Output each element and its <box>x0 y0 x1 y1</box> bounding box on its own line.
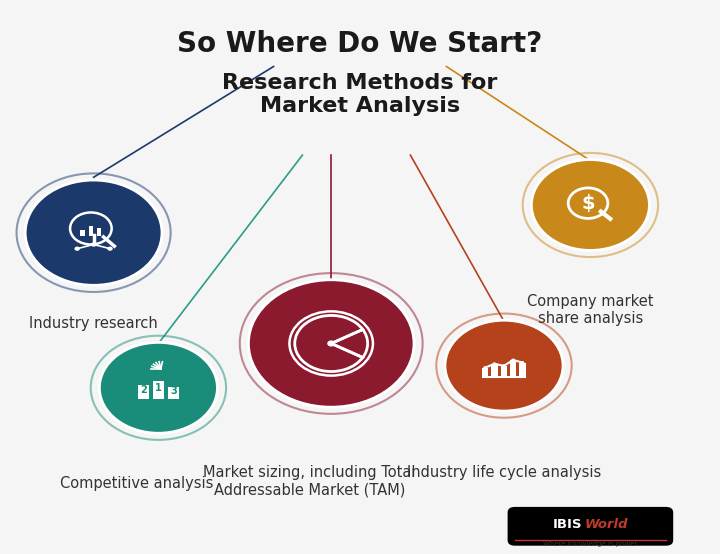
Text: 2: 2 <box>140 384 147 394</box>
Text: Industry research: Industry research <box>30 316 158 331</box>
FancyBboxPatch shape <box>482 368 488 377</box>
Text: Industry life cycle analysis: Industry life cycle analysis <box>407 465 601 480</box>
Text: Research Methods for
Market Analysis: Research Methods for Market Analysis <box>222 73 498 116</box>
FancyBboxPatch shape <box>97 228 102 236</box>
FancyBboxPatch shape <box>519 362 526 377</box>
Circle shape <box>248 280 414 407</box>
FancyBboxPatch shape <box>153 381 164 399</box>
FancyBboxPatch shape <box>138 385 149 399</box>
Text: World: World <box>585 518 628 531</box>
Text: Competitive analysis: Competitive analysis <box>60 476 214 491</box>
Circle shape <box>107 247 113 251</box>
Circle shape <box>483 366 487 369</box>
Text: $: $ <box>581 194 595 213</box>
Text: Company market
share analysis: Company market share analysis <box>527 294 654 326</box>
FancyBboxPatch shape <box>510 360 516 377</box>
FancyBboxPatch shape <box>491 364 498 377</box>
Circle shape <box>445 320 563 411</box>
FancyBboxPatch shape <box>89 225 93 236</box>
Text: 1: 1 <box>155 383 162 393</box>
Circle shape <box>91 242 96 247</box>
FancyBboxPatch shape <box>81 230 85 236</box>
Circle shape <box>521 361 524 364</box>
FancyBboxPatch shape <box>500 366 507 377</box>
Circle shape <box>25 180 162 285</box>
Circle shape <box>99 342 217 433</box>
Circle shape <box>511 358 515 361</box>
Circle shape <box>327 340 336 347</box>
Text: So Where Do We Start?: So Where Do We Start? <box>177 30 543 58</box>
Circle shape <box>74 247 80 251</box>
Circle shape <box>492 362 496 365</box>
Text: 3: 3 <box>170 386 177 396</box>
FancyBboxPatch shape <box>508 507 673 546</box>
Text: IBIS: IBIS <box>552 518 582 531</box>
Circle shape <box>531 160 649 250</box>
Text: Where knowledge is power: Where knowledge is power <box>543 541 638 547</box>
Text: Market sizing, including Total
Addressable Market (TAM): Market sizing, including Total Addressab… <box>203 465 416 497</box>
Circle shape <box>502 365 505 367</box>
FancyBboxPatch shape <box>168 387 179 399</box>
